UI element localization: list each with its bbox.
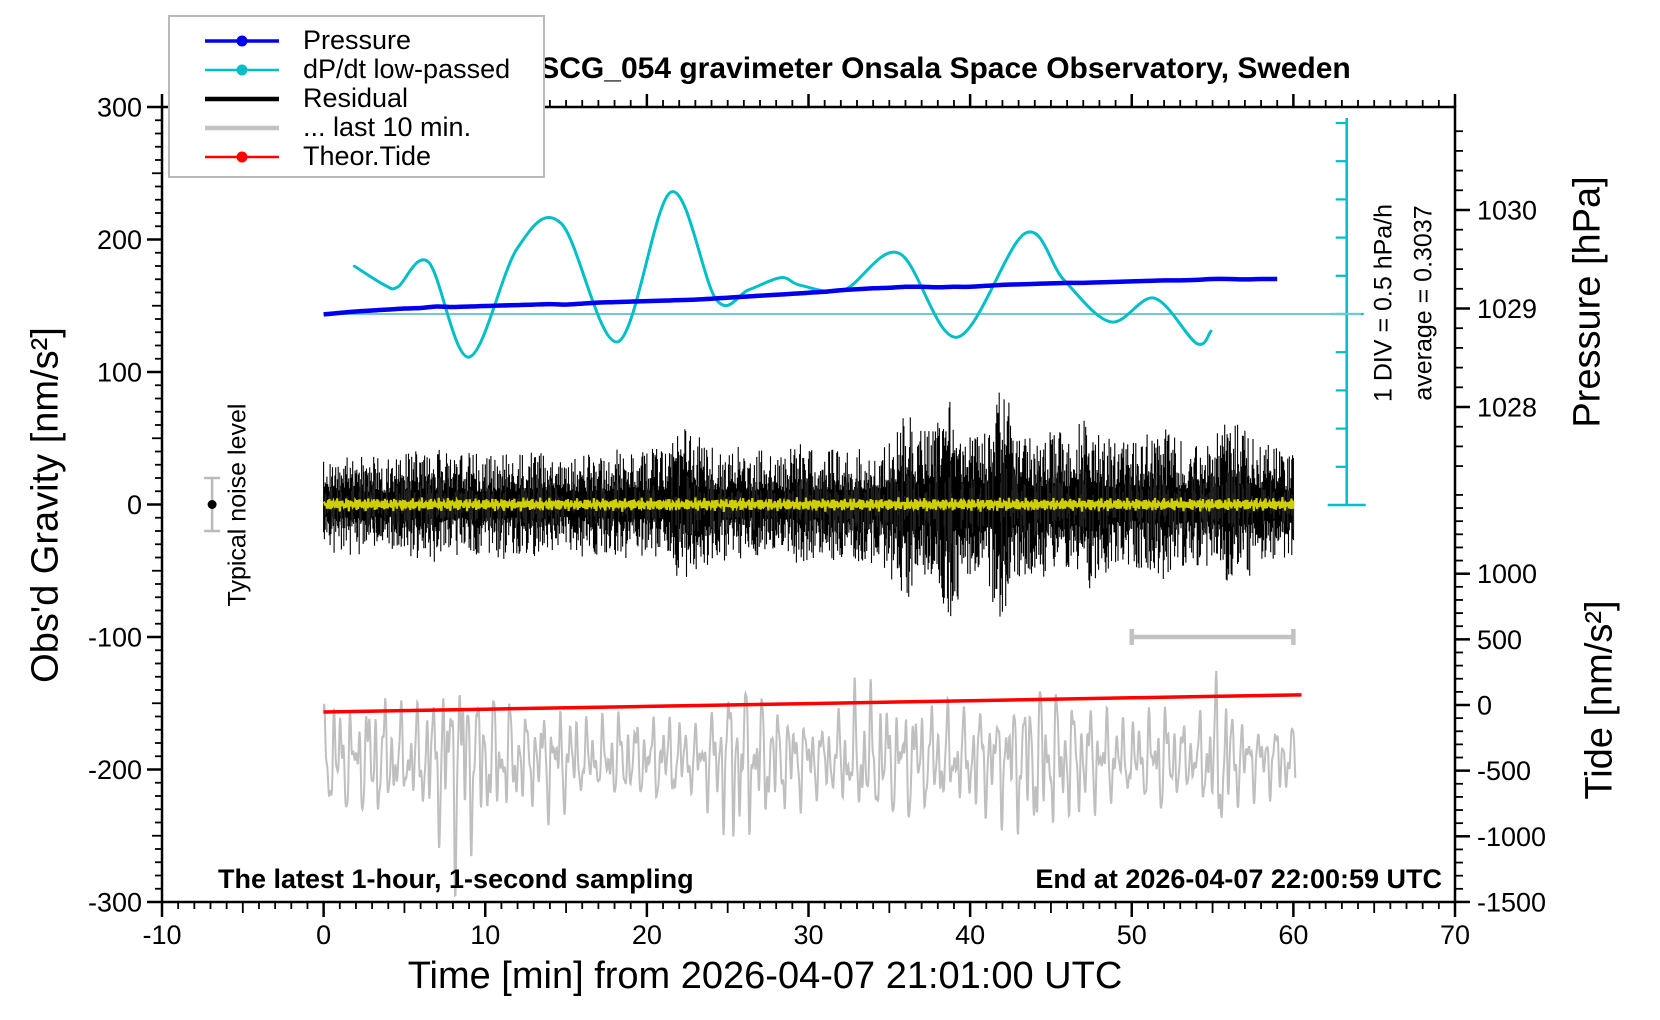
x-axis-tick-label: 20 bbox=[632, 920, 662, 950]
legend-dot-sample bbox=[236, 35, 248, 46]
legend-label: Residual bbox=[303, 83, 409, 113]
legend-label: dP/dt low-passed bbox=[303, 54, 511, 84]
chart-title: SCG_054 gravimeter Onsala Space Observat… bbox=[539, 52, 1351, 85]
gravity-axis-tick-label: 300 bbox=[97, 93, 142, 123]
legend-item-dpdt: dP/dt low-passed bbox=[170, 55, 543, 84]
residual-line-swatch-icon bbox=[205, 96, 279, 101]
x-axis-tick-label: 70 bbox=[1440, 920, 1470, 950]
tide-curve bbox=[323, 693, 1302, 714]
x-axis-tick-label: -10 bbox=[142, 920, 181, 950]
dpdt-line-swatch-icon bbox=[205, 64, 279, 75]
legend-dot-sample bbox=[236, 64, 248, 75]
x-axis-tick-label: 10 bbox=[470, 920, 500, 950]
last10-line-swatch-icon bbox=[205, 125, 279, 130]
tide-line-swatch-icon bbox=[205, 151, 279, 162]
gravity-axis-tick-label: 0 bbox=[127, 490, 142, 520]
pressure-curve bbox=[323, 276, 1278, 317]
gravity-axis-tick-label: -200 bbox=[88, 755, 142, 785]
tide-axis-tick-label: -1500 bbox=[1477, 887, 1546, 917]
tide-axis-tick-label: 1000 bbox=[1477, 559, 1537, 589]
end-time-note: End at 2026-04-07 22:00:59 UTC bbox=[1035, 864, 1442, 894]
legend-dot-sample bbox=[236, 151, 248, 162]
gravity-axis-tick-label: 200 bbox=[97, 225, 142, 255]
gravity-axis-tick-label: 100 bbox=[97, 358, 142, 388]
legend-item-residual: Residual bbox=[170, 84, 543, 113]
sampling-note: The latest 1-hour, 1-second sampling bbox=[218, 864, 694, 894]
dpdt-curve bbox=[352, 190, 1213, 359]
legend-label: Pressure bbox=[303, 25, 412, 55]
legend-item-pressure: Pressure bbox=[170, 26, 543, 55]
legend-item-tide: Theor.Tide bbox=[170, 142, 543, 171]
x-axis-tick-label: 50 bbox=[1117, 920, 1147, 950]
residual-lowpass-trace bbox=[322, 496, 1295, 512]
legend-label: Theor.Tide bbox=[303, 141, 432, 171]
x-axis-tick-label: 40 bbox=[955, 920, 985, 950]
x-axis-tick-label: 60 bbox=[1278, 920, 1308, 950]
tide-axis-tick-label: 500 bbox=[1477, 625, 1522, 655]
x-axis-tick-label: 30 bbox=[793, 920, 823, 950]
tide-axis-tick-label: -1000 bbox=[1477, 822, 1546, 852]
pressure-axis-tick-label: 1028 bbox=[1477, 393, 1537, 423]
legend: Pressure dP/dt low-passed Residual ... l… bbox=[168, 15, 545, 178]
tide-axis-tick-label: 0 bbox=[1477, 691, 1492, 721]
tide-axis-tick-label: -500 bbox=[1477, 756, 1531, 786]
x-axis-title: Time [min] from 2026-04-07 21:01:00 UTC bbox=[407, 955, 1123, 997]
legend-item-last10: ... last 10 min. bbox=[170, 113, 543, 142]
pressure-line-swatch-icon bbox=[205, 35, 279, 46]
gravity-axis-tick-label: -300 bbox=[88, 888, 142, 918]
pressure-axis-tick-label: 1029 bbox=[1477, 294, 1537, 324]
noise-marker-dot bbox=[207, 500, 217, 509]
pressure-axis-tick-label: 1030 bbox=[1477, 196, 1537, 226]
gravity-axis-tick-label: -100 bbox=[88, 623, 142, 653]
x-axis-tick-label: 0 bbox=[316, 920, 331, 950]
last10-trace bbox=[322, 670, 1297, 897]
legend-label: ... last 10 min. bbox=[303, 112, 472, 142]
